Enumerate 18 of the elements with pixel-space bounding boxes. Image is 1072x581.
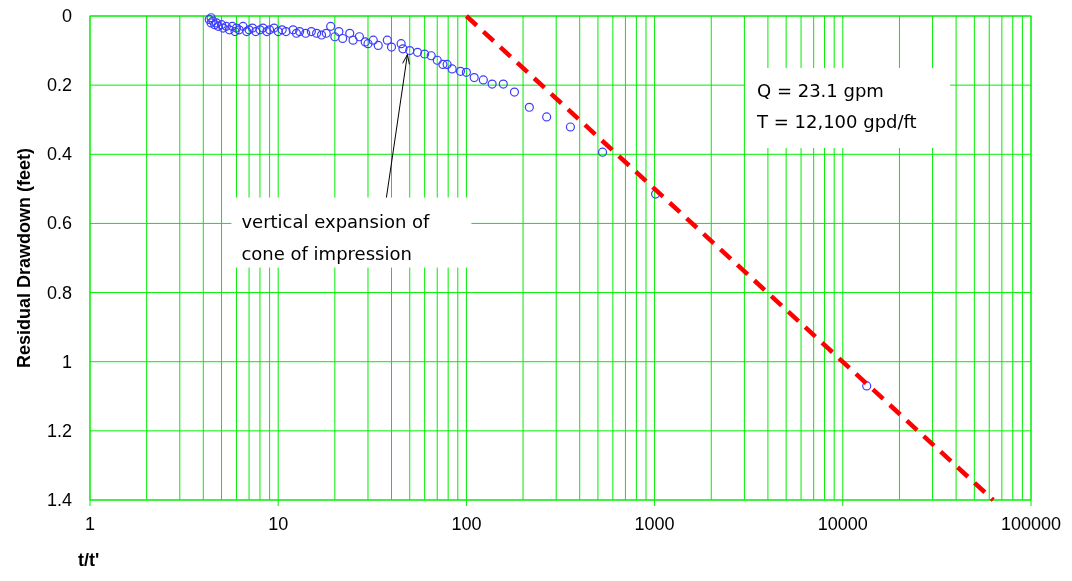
- x-axis-title: t/t': [78, 550, 100, 570]
- y-tick-label: 0.2: [46, 75, 72, 96]
- y-tick-label: 1.4: [46, 490, 72, 510]
- x-tick-label: 10: [268, 514, 289, 534]
- y-tick-label: 0: [61, 6, 72, 26]
- y-tick-label: 0.8: [46, 282, 72, 303]
- x-tick-label: 100000: [1000, 514, 1062, 534]
- x-tick-label: 100: [451, 514, 482, 534]
- y-tick-label: 1.2: [46, 420, 72, 441]
- annotation: vertical expansion of cone of impression: [241, 210, 431, 264]
- y-tick-label: 0.4: [46, 144, 72, 165]
- y-tick-label: 0.6: [46, 213, 72, 234]
- x-tick-label: 1: [84, 514, 96, 534]
- y-axis-title: Residual Drawdown (feet): [14, 147, 34, 369]
- y-tick-label: 1: [61, 351, 72, 372]
- x-tick-label: 1000: [634, 514, 675, 534]
- annotation: Q = 23.1 gpm T = 12,100 gpd/ft: [756, 80, 917, 132]
- x-tick-label: 10000: [817, 514, 868, 534]
